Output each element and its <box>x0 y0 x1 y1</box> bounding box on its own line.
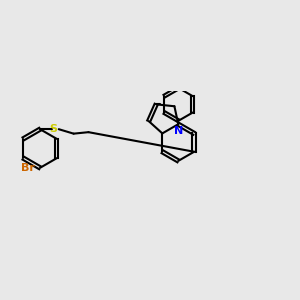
Text: S: S <box>50 124 57 134</box>
Text: N: N <box>174 126 183 136</box>
Text: Br: Br <box>21 163 35 173</box>
